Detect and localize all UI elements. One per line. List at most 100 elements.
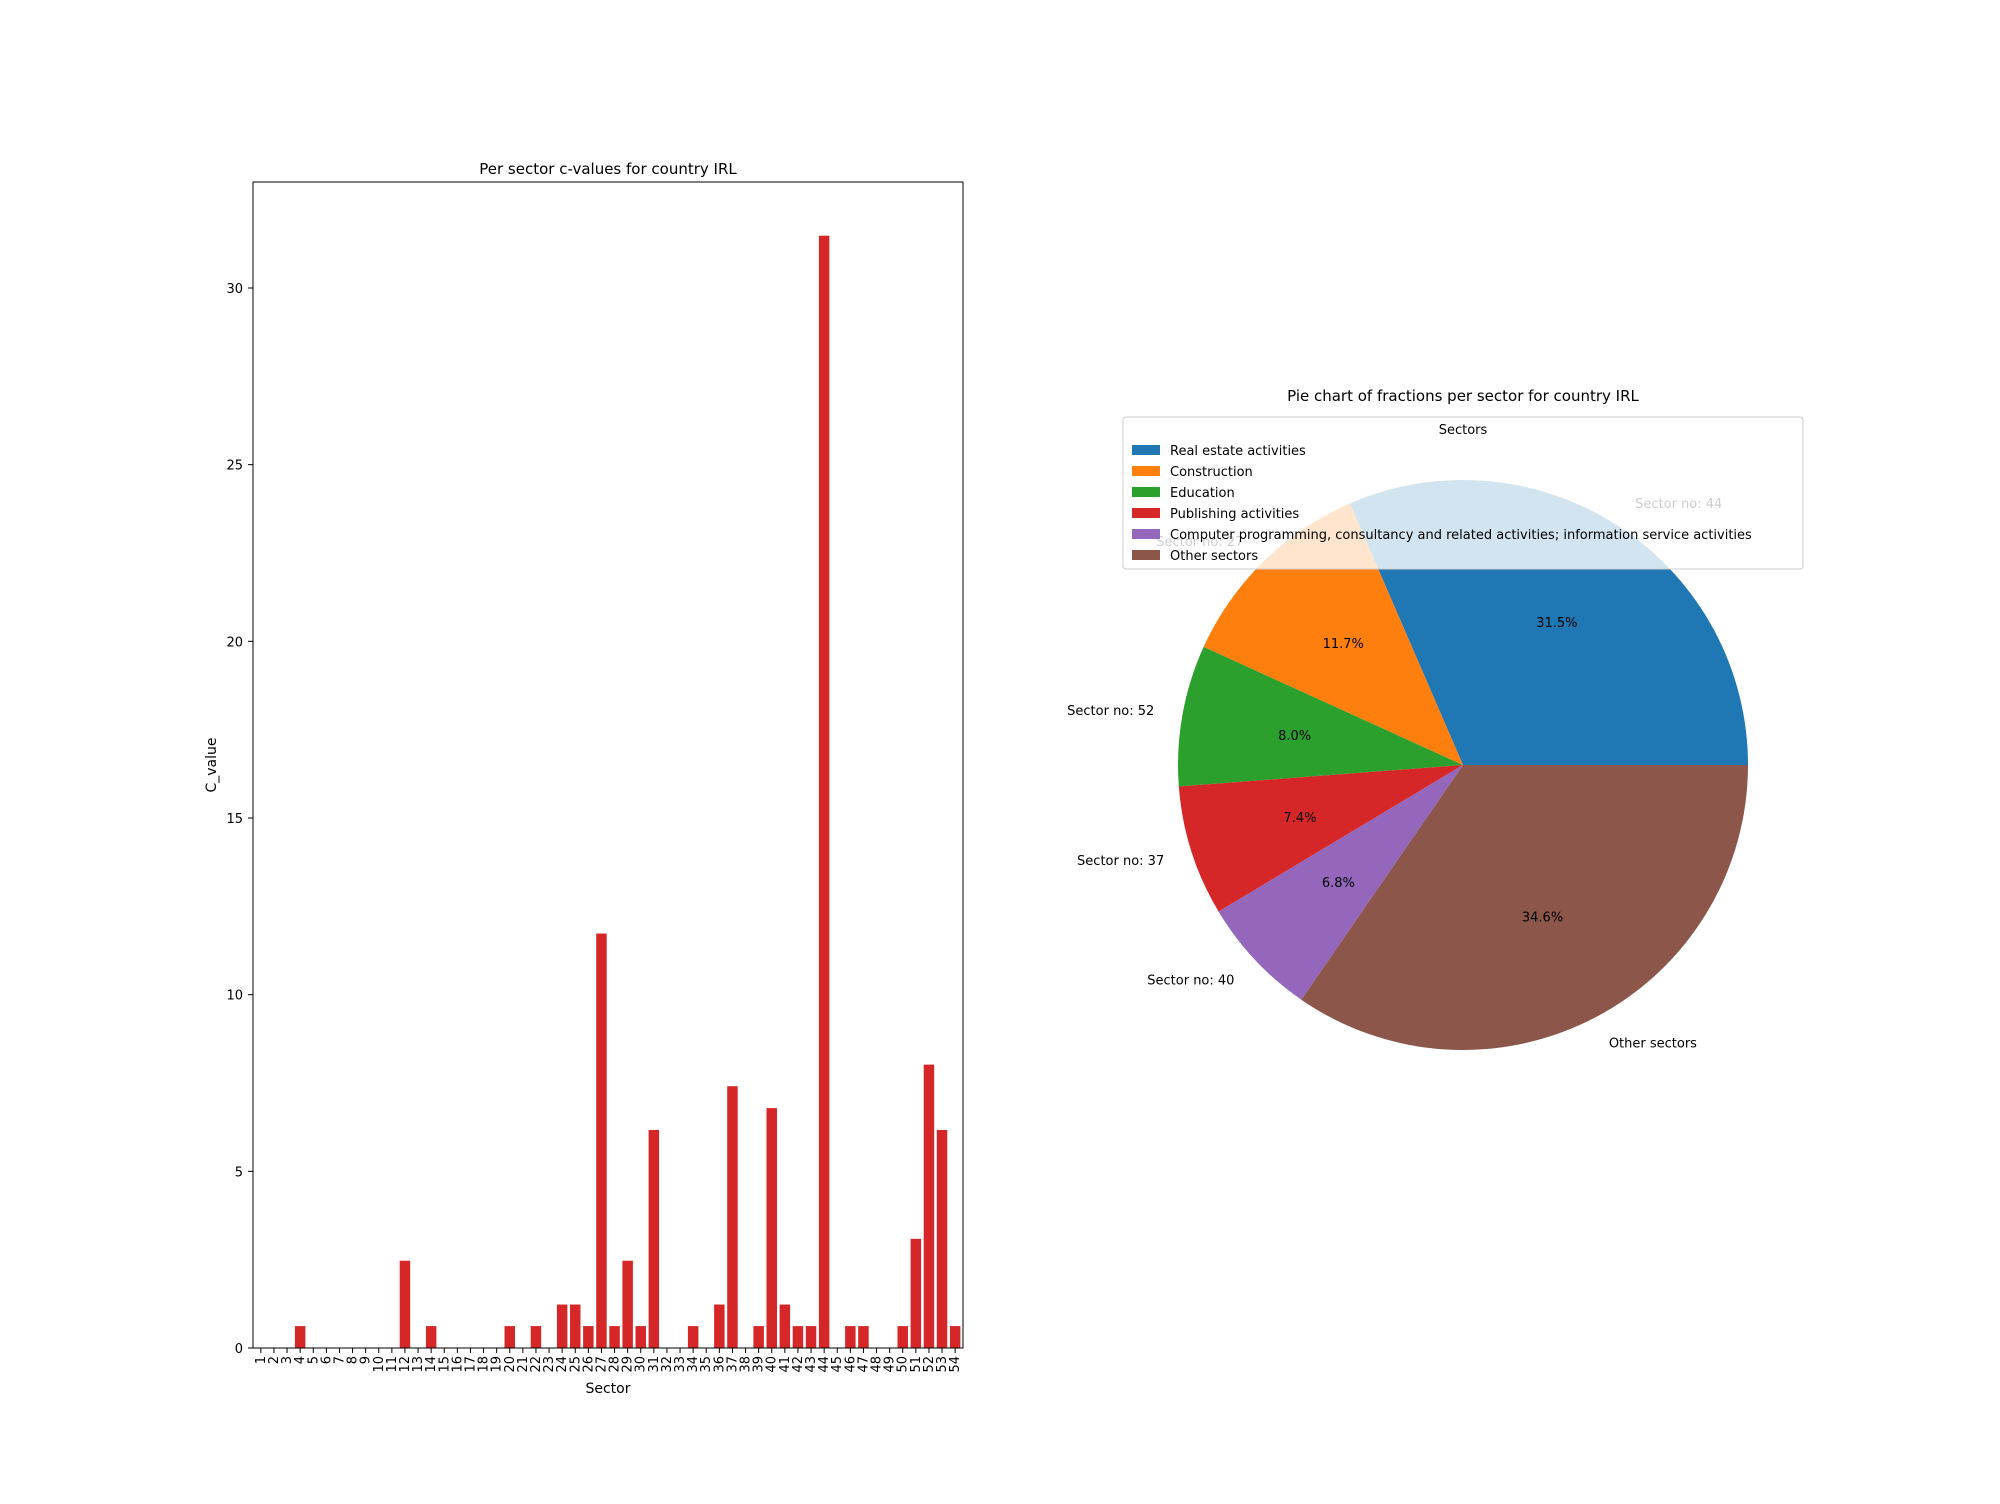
legend-swatch [1132,529,1160,539]
x-tick-label: 39 [752,1356,767,1373]
x-tick-label: 6 [319,1356,334,1364]
bar [858,1326,869,1348]
legend-swatch [1132,487,1160,497]
y-tick-label: 25 [226,459,243,474]
bar [949,1326,961,1348]
x-tick-label: 34 [686,1356,701,1373]
pie-slice [1178,765,1463,912]
x-tick-label: 8 [346,1356,361,1364]
legend-swatch [1132,508,1160,518]
bar [596,933,607,1348]
legend-label: Education [1170,486,1235,501]
x-tick-label: 49 [883,1356,898,1373]
x-tick-label: 15 [437,1356,452,1373]
y-tick-label: 5 [235,1165,243,1180]
x-tick-label: 44 [817,1356,832,1373]
pie-slice-label: Sector no: 52 [1067,704,1154,719]
legend-swatch [1132,550,1160,560]
legend-title: Sectors [1439,423,1488,438]
pie-percentage-labels: 31.5% 11.7% 8.0% 7.4% 6.8% 34.6% [1278,616,1577,925]
x-tick-label: 28 [608,1356,623,1373]
bar [530,1326,542,1348]
x-tick-label: 16 [450,1356,465,1373]
bar [727,1086,738,1348]
y-tick-label: 15 [226,812,243,827]
pie-slice-label: Sector no: 40 [1147,974,1234,989]
x-tick-label: 42 [791,1356,806,1373]
y-tick-label: 20 [226,635,243,650]
x-tick-label: 35 [699,1356,714,1373]
x-tick-label: 17 [463,1356,478,1373]
pie-percentage-label: 34.6% [1522,910,1563,925]
x-tick-label: 4 [293,1356,308,1364]
legend-swatch [1132,445,1160,455]
x-tick-label: 30 [634,1356,649,1373]
x-tick-label: 29 [621,1356,636,1373]
x-tick-label: 50 [896,1356,911,1373]
bar [504,1326,515,1348]
bar [294,1326,306,1348]
bar [923,1064,935,1348]
x-tick-label: 33 [673,1356,688,1373]
x-tick-label: 36 [712,1356,727,1373]
x-tick-label: 9 [359,1356,374,1364]
x-tick-label: 3 [280,1356,295,1364]
bar [792,1326,804,1348]
pie-percentage-label: 8.0% [1278,729,1311,744]
pie-chart-title: Pie chart of fractions per sector for co… [1287,387,1639,405]
bar [714,1304,725,1348]
pie-percentage-label: 6.8% [1322,876,1355,891]
x-tick-label: 23 [542,1356,557,1373]
x-tick-label: 48 [870,1356,885,1373]
bar [570,1304,581,1348]
x-tick-label: 26 [581,1356,596,1373]
x-tick-label: 7 [332,1356,347,1364]
x-tick-label: 1 [254,1356,269,1364]
pie-chart: Pie chart of fractions per sector for co… [1067,387,1804,1052]
legend-label: Construction [1170,465,1253,480]
bar [766,1108,777,1348]
legend-label: Real estate activities [1170,444,1306,459]
x-tick-label: 21 [516,1356,531,1373]
bar [425,1326,437,1348]
bar-plot-frame [252,181,964,1349]
x-tick-label: 14 [424,1356,439,1373]
y-tick-label: 30 [226,282,243,297]
bar [910,1238,922,1348]
bar-y-axis: 0 5 10 15 20 25 30 [226,282,253,1357]
x-tick-label: 53 [935,1356,950,1373]
x-tick-label: 38 [739,1356,754,1373]
x-tick-label: 27 [594,1356,609,1373]
bar [648,1129,660,1348]
bar [818,235,830,1348]
x-tick-label: 12 [398,1356,413,1373]
x-tick-label: 19 [490,1356,505,1373]
bar-y-axis-label: C_value [204,737,220,792]
x-tick-label: 13 [411,1356,426,1373]
x-tick-label: 11 [385,1356,400,1373]
bar [687,1326,699,1348]
y-tick-label: 10 [226,989,243,1004]
bar-x-axis: 1234567891011121314151617181920212223242… [254,1348,963,1373]
x-tick-label: 52 [922,1356,937,1373]
bar-chart-title: Per sector c-values for country IRL [479,160,737,178]
x-tick-label: 22 [529,1356,544,1373]
x-tick-label: 45 [830,1356,845,1373]
x-tick-label: 24 [555,1356,570,1373]
legend-label: Publishing activities [1170,507,1299,522]
bar [779,1304,791,1348]
pie-slice-label: Sector no: 37 [1077,854,1164,869]
bar [897,1326,908,1348]
bar [753,1326,764,1348]
x-tick-label: 18 [477,1356,492,1373]
pie-slice [1218,765,1463,1000]
legend-label: Computer programming, consultancy and re… [1170,528,1752,543]
x-tick-label: 51 [909,1356,924,1373]
pie-slice [1178,646,1463,787]
x-tick-label: 25 [568,1356,583,1373]
bar [845,1326,856,1348]
pie-slice-label: Other sectors [1609,1037,1697,1052]
x-tick-label: 43 [804,1356,819,1373]
